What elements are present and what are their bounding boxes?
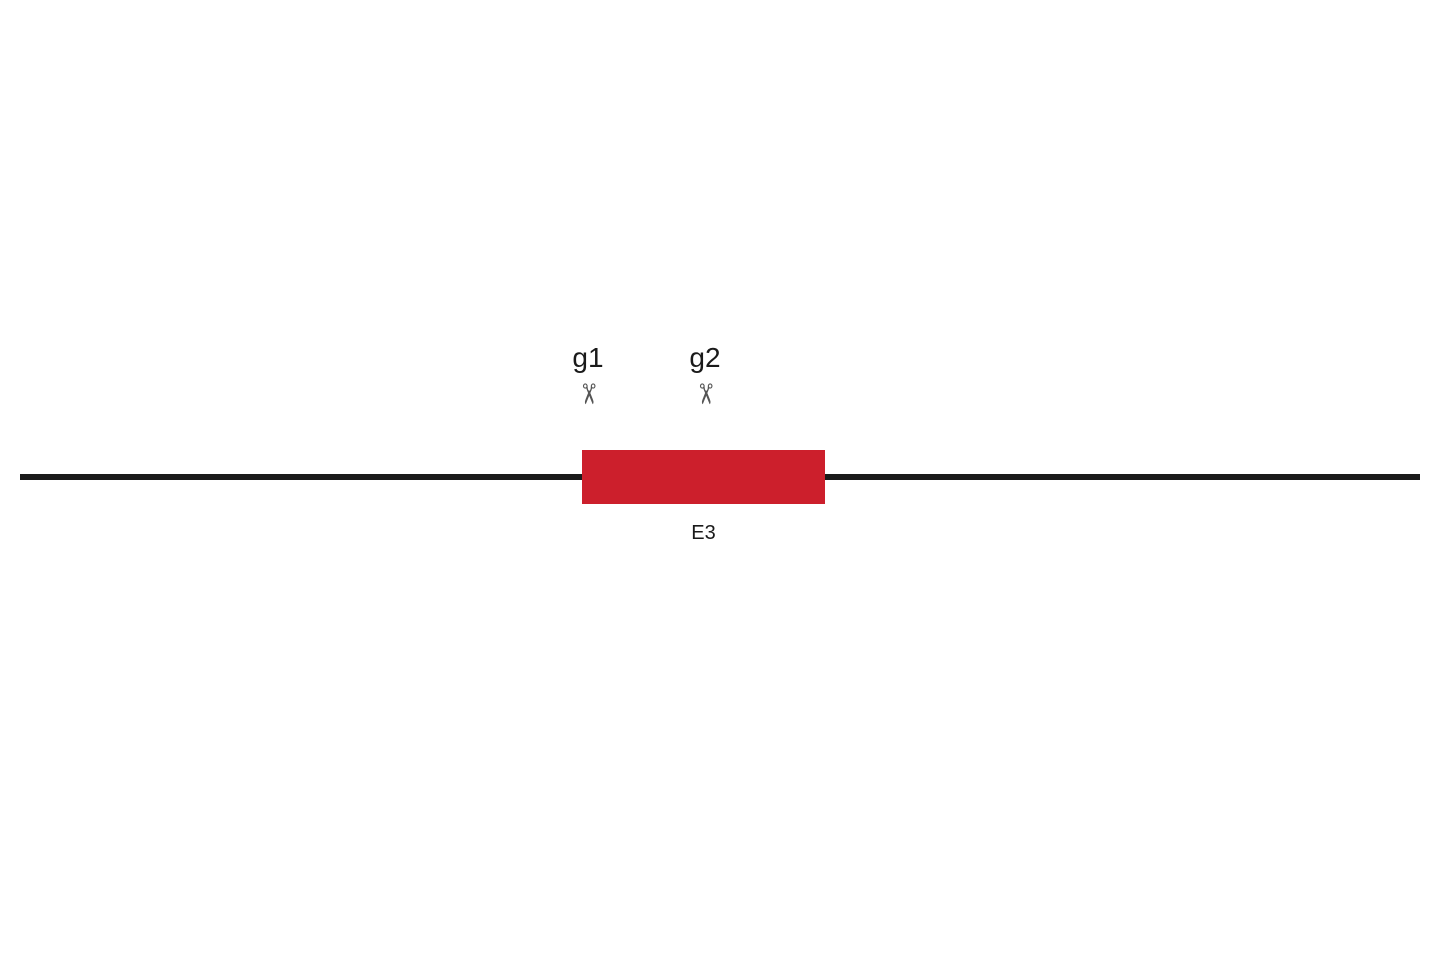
scissor-icon-g2: ✂ (691, 374, 719, 414)
guide-label-g1: g1 (558, 342, 618, 374)
guide-label-g2: g2 (675, 342, 735, 374)
exon-label-e3: E3 (664, 522, 744, 545)
exon-box-e3 (582, 450, 825, 504)
scissor-icon-g1: ✂ (574, 374, 602, 414)
gene-diagram: E3 g1 ✂ g2 ✂ (0, 0, 1440, 960)
